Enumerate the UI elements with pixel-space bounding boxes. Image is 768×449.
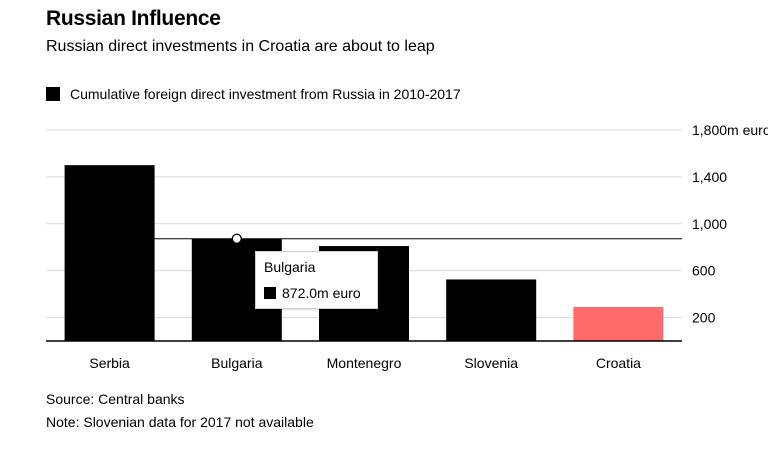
tooltip-swatch: [264, 287, 276, 299]
bar: [64, 165, 155, 341]
chart-title: Russian Influence: [46, 7, 221, 30]
x-category-label: Serbia: [89, 355, 130, 371]
legend: Cumulative foreign direct investment fro…: [46, 86, 461, 102]
tooltip: Bulgaria 872.0m euro: [255, 251, 378, 309]
legend-label: Cumulative foreign direct investment fro…: [70, 86, 461, 102]
y-tick-label: 200: [692, 310, 716, 326]
chart-subtitle: Russian direct investments in Croatia ar…: [46, 38, 435, 55]
x-category-label: Bulgaria: [211, 355, 263, 371]
tooltip-row: 872.0m euro: [264, 285, 361, 301]
tooltip-category: Bulgaria: [264, 259, 316, 275]
bar: [573, 307, 664, 341]
bar: [446, 279, 537, 341]
legend-swatch: [46, 87, 60, 101]
tooltip-value: 872.0m euro: [282, 285, 361, 301]
y-tick-label: 600: [692, 263, 716, 279]
x-category-label: Slovenia: [464, 355, 518, 371]
y-tick-label: 1,800m euro: [692, 122, 768, 138]
y-tick-label: 1,000: [692, 216, 727, 232]
footnote: Note: Slovenian data for 2017 not availa…: [46, 414, 314, 430]
hover-marker: [231, 233, 242, 244]
source-note: Source: Central banks: [46, 391, 185, 407]
y-tick-label: 1,400: [692, 169, 727, 185]
x-category-label: Croatia: [596, 355, 641, 371]
x-category-label: Montenegro: [327, 355, 402, 371]
